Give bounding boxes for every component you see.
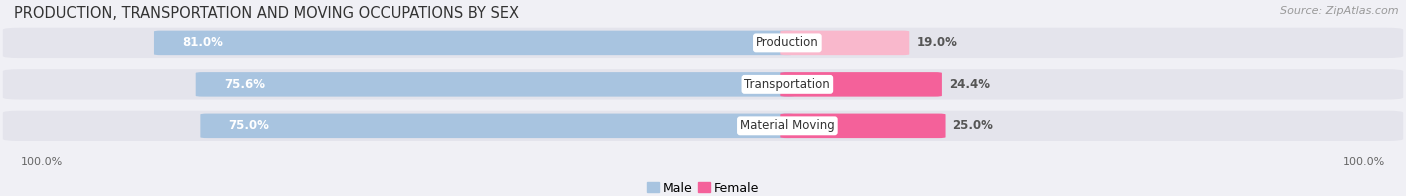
FancyBboxPatch shape (780, 113, 945, 138)
Text: 100.0%: 100.0% (1343, 157, 1385, 167)
Text: 19.0%: 19.0% (917, 36, 957, 49)
FancyBboxPatch shape (155, 31, 794, 55)
Text: 75.6%: 75.6% (224, 78, 264, 91)
FancyBboxPatch shape (201, 113, 794, 138)
FancyBboxPatch shape (3, 69, 1403, 100)
FancyBboxPatch shape (780, 31, 910, 55)
FancyBboxPatch shape (195, 72, 794, 97)
Text: Material Moving: Material Moving (740, 119, 835, 132)
Text: Source: ZipAtlas.com: Source: ZipAtlas.com (1281, 6, 1399, 16)
Legend: Male, Female: Male, Female (641, 177, 765, 196)
Text: Transportation: Transportation (745, 78, 830, 91)
Text: 75.0%: 75.0% (229, 119, 270, 132)
FancyBboxPatch shape (3, 28, 1403, 58)
Text: 100.0%: 100.0% (21, 157, 63, 167)
Text: PRODUCTION, TRANSPORTATION AND MOVING OCCUPATIONS BY SEX: PRODUCTION, TRANSPORTATION AND MOVING OC… (14, 6, 519, 21)
Text: Production: Production (756, 36, 818, 49)
FancyBboxPatch shape (3, 111, 1403, 141)
Text: 81.0%: 81.0% (183, 36, 224, 49)
Text: 25.0%: 25.0% (953, 119, 994, 132)
Text: 24.4%: 24.4% (949, 78, 990, 91)
FancyBboxPatch shape (780, 72, 942, 97)
